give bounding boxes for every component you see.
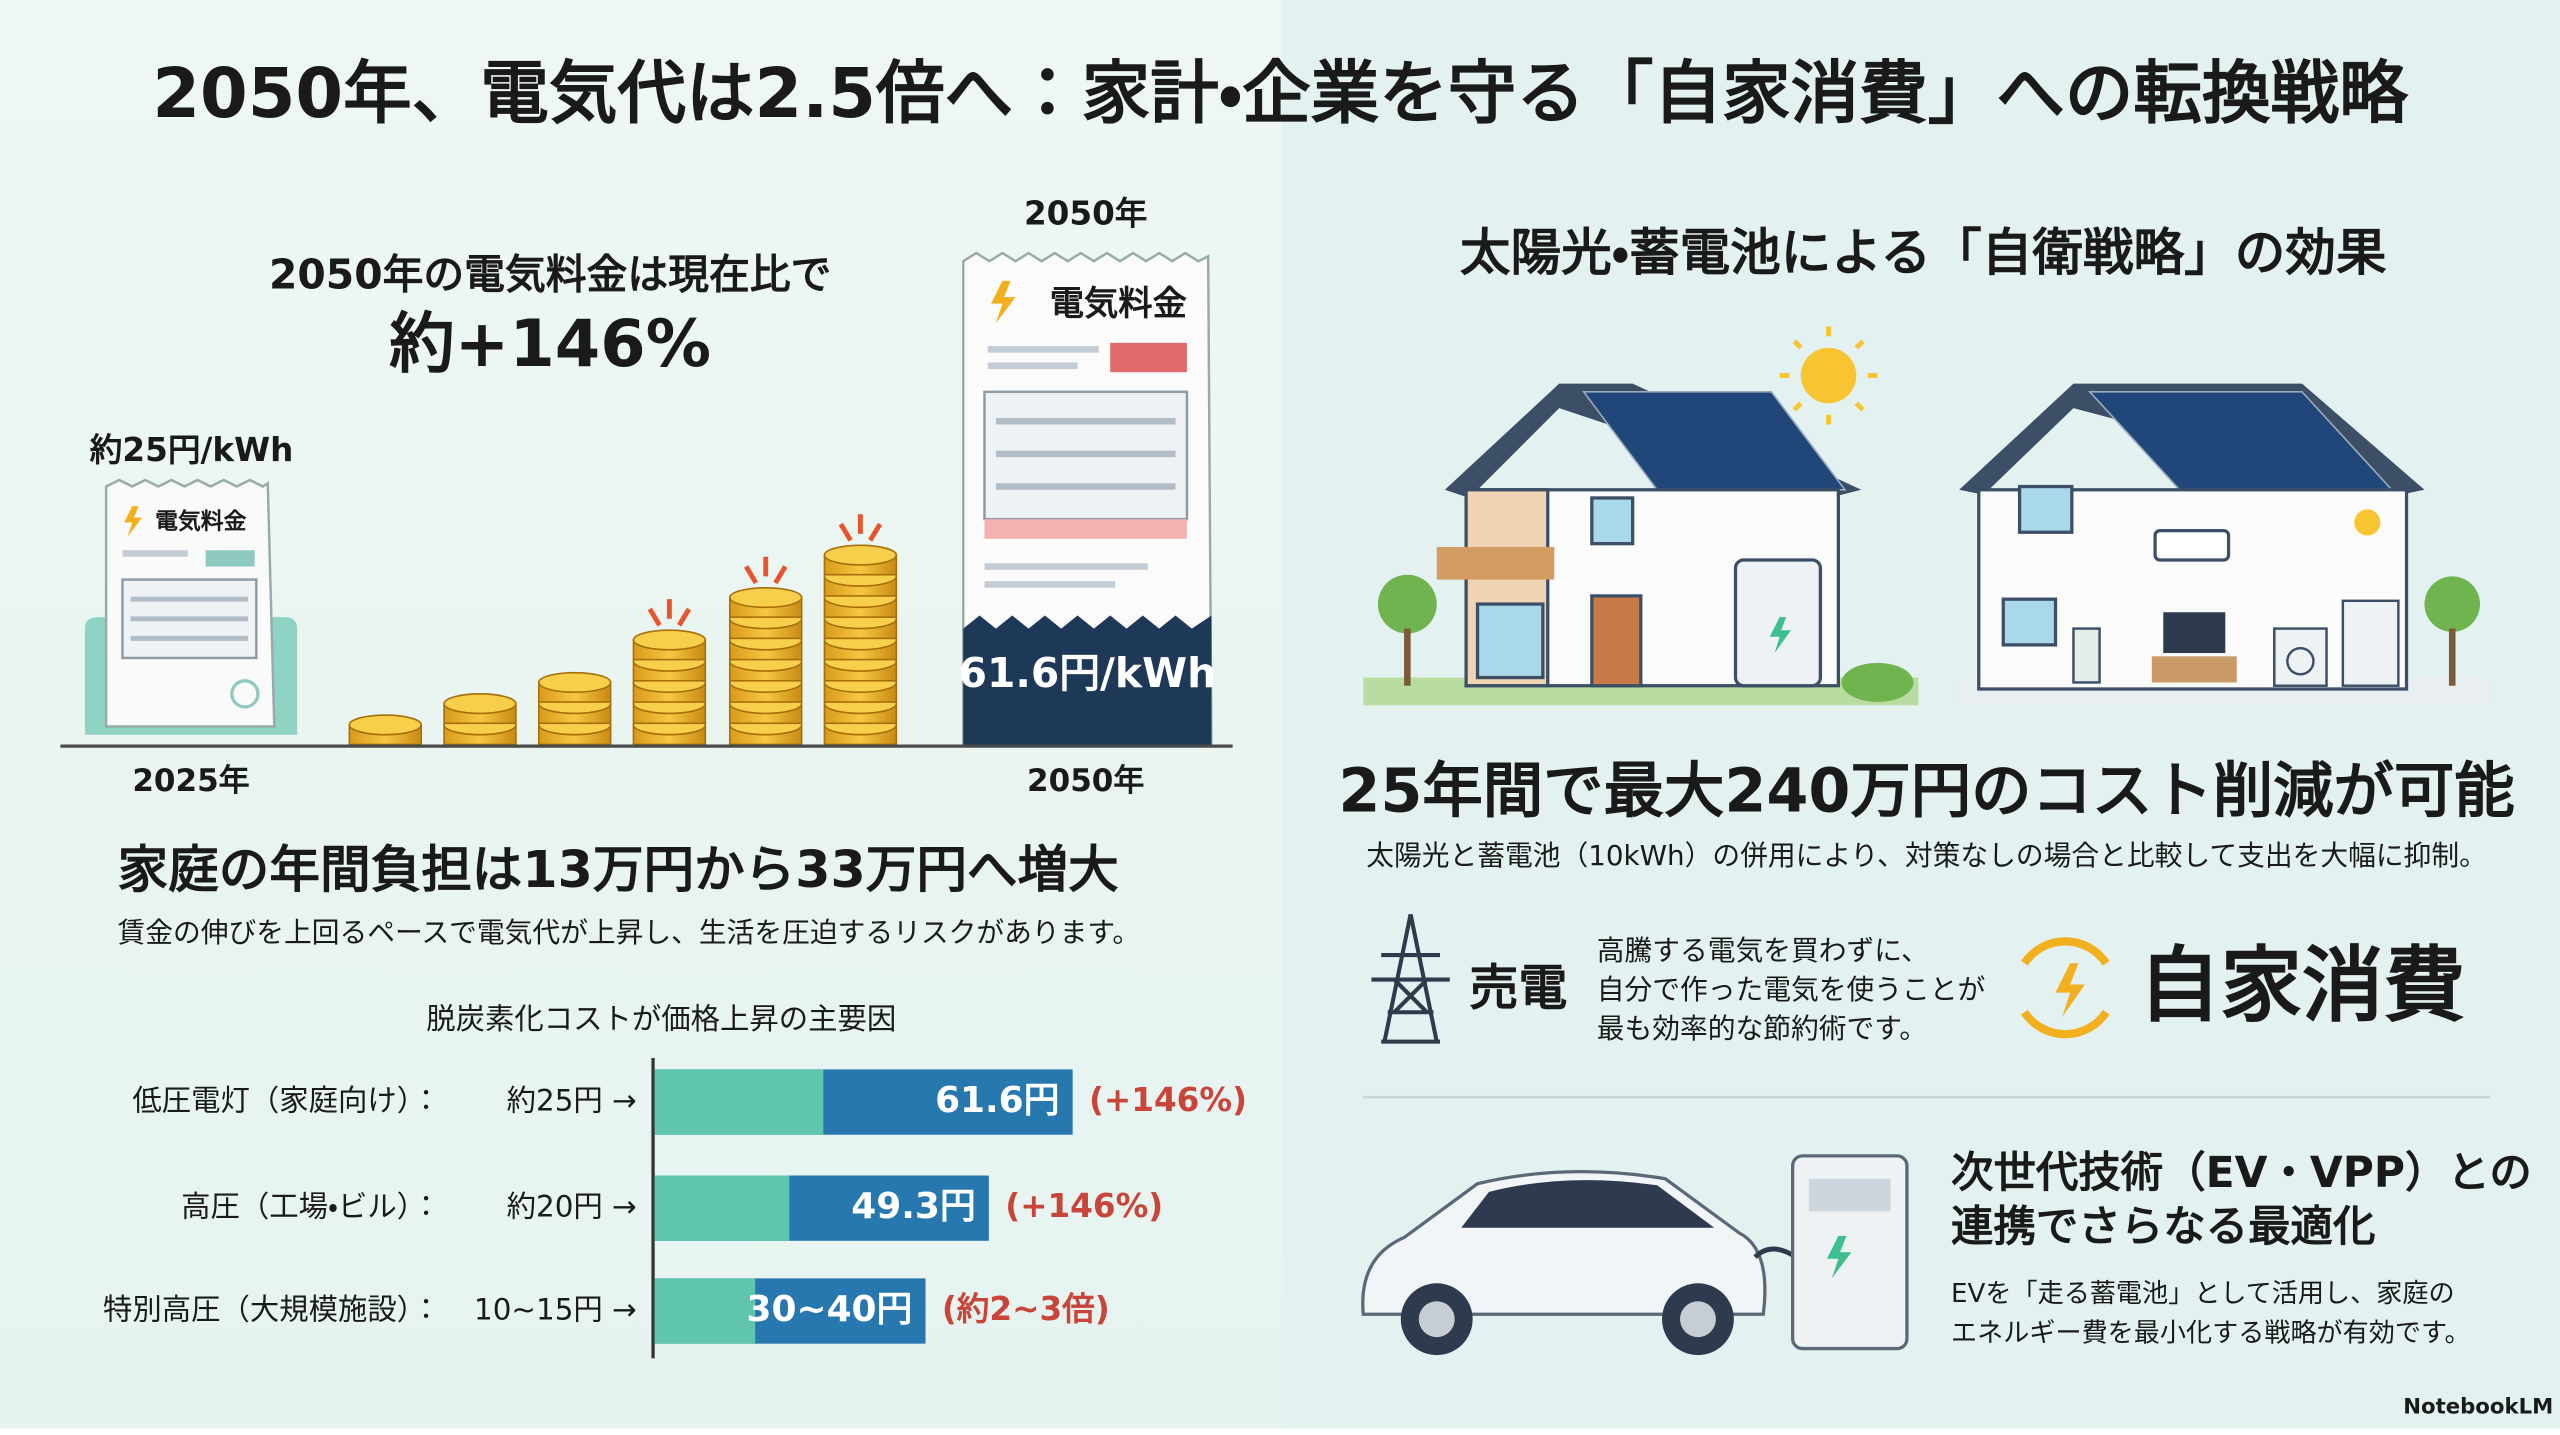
ev-text-line: エネルギー費を最小化する戦略が有効です。	[1951, 1318, 2471, 1348]
right-heading: 太陽光・蓄電池による「自衛戦略」の効果	[1460, 223, 2387, 282]
change-label: (約2~3倍)	[942, 1290, 1110, 1328]
self-text-line: 高騰する電気を買わずに、	[1597, 934, 1929, 967]
self-text-line: 自分で作った電気を使うことが	[1597, 973, 1986, 1006]
ev-illustration	[1361, 1154, 1909, 1356]
future-year: 2050年	[1027, 763, 1144, 799]
ev-heading-line: 連携でさらなる最適化	[1951, 1203, 2375, 1252]
category-label: 特別高圧（大規模施設）：	[103, 1293, 441, 1327]
base-label: 約20円 →	[507, 1190, 637, 1224]
future-price: 61.6円/kWh	[959, 649, 1217, 697]
saving-text: 太陽光と蓄電池（10kWh）の併用により、対策なしの場合と比較して支出を大幅に抑…	[1366, 839, 2487, 872]
current-bill-label: 電気料金	[155, 508, 247, 535]
self-consumption-icon	[2021, 937, 2110, 1039]
current-year: 2025年	[132, 763, 249, 799]
coin-top	[443, 693, 517, 715]
headline: 2050年の電気料金は現在比で	[269, 251, 831, 299]
ev-text-line: EVを「走る蓄電池」として活用し、家庭の	[1951, 1279, 2455, 1309]
value-label: 61.6円	[935, 1080, 1060, 1121]
ev-heading-line: 次世代技術（EV・VPP）との	[1951, 1149, 2532, 1198]
self-label: 自家消費	[2139, 938, 2466, 1033]
base-bar	[654, 1175, 790, 1241]
coin-top	[728, 586, 803, 609]
change-label: (+146%)	[1005, 1187, 1163, 1225]
future-bill-label: 電気料金	[1050, 284, 1188, 324]
spark	[647, 599, 692, 627]
value-label: 49.3円	[851, 1186, 976, 1227]
tower-icon	[1371, 913, 1450, 1044]
coin-top	[823, 544, 898, 566]
future-bill-illustration	[962, 251, 1213, 748]
spark	[838, 514, 883, 542]
bar-chart: 61.6円 (+146%) 低圧電灯（家庭向け）： 約25円 → 49.3円 (+146%…	[103, 1069, 1247, 1344]
coin-stacks	[348, 514, 898, 746]
current-price: 約25円/kWh	[90, 431, 294, 469]
value-label: 30~40円	[747, 1289, 913, 1330]
household-text: 賃金の伸びを上回るペースで電気代が上昇し、生活を圧迫するリスクがあります。	[118, 916, 1141, 949]
page-title: 2050年、電気代は2.5倍へ：家計・企業を守る「自家消費」への転換戦略	[152, 54, 2409, 134]
saving-heading: 25年間で最大240万円のコスト削減が可能	[1338, 757, 2514, 827]
headline-value: 約+146%	[389, 306, 711, 382]
current-bill-illustration	[84, 478, 298, 735]
household-heading: 家庭の年間負担は13万円から33万円へ増大	[118, 840, 1119, 899]
base-bar	[654, 1278, 756, 1344]
change-label: (+146%)	[1089, 1081, 1247, 1119]
spark	[744, 556, 788, 585]
sell-label: 売電	[1469, 960, 1567, 1017]
base-bar	[654, 1069, 824, 1135]
houses-illustration	[1363, 326, 2490, 706]
category-label: 高圧（工場・ビル）：	[181, 1190, 441, 1224]
self-text-line: 最も効率的な節約術です。	[1597, 1012, 1927, 1045]
bars-title: 脱炭素化コストが価格上昇の主要因	[426, 1002, 896, 1036]
future-year-top: 2050年	[1024, 195, 1147, 233]
category-label: 低圧電灯（家庭向け）：	[132, 1084, 440, 1118]
base-label: 約25円 →	[507, 1084, 637, 1118]
coin-top	[537, 671, 612, 694]
coin-top	[632, 629, 707, 651]
coin-top	[348, 714, 423, 736]
base-label: 10~15円 →	[474, 1293, 637, 1327]
footer-brand: NotebookLM	[2403, 1394, 2553, 1419]
